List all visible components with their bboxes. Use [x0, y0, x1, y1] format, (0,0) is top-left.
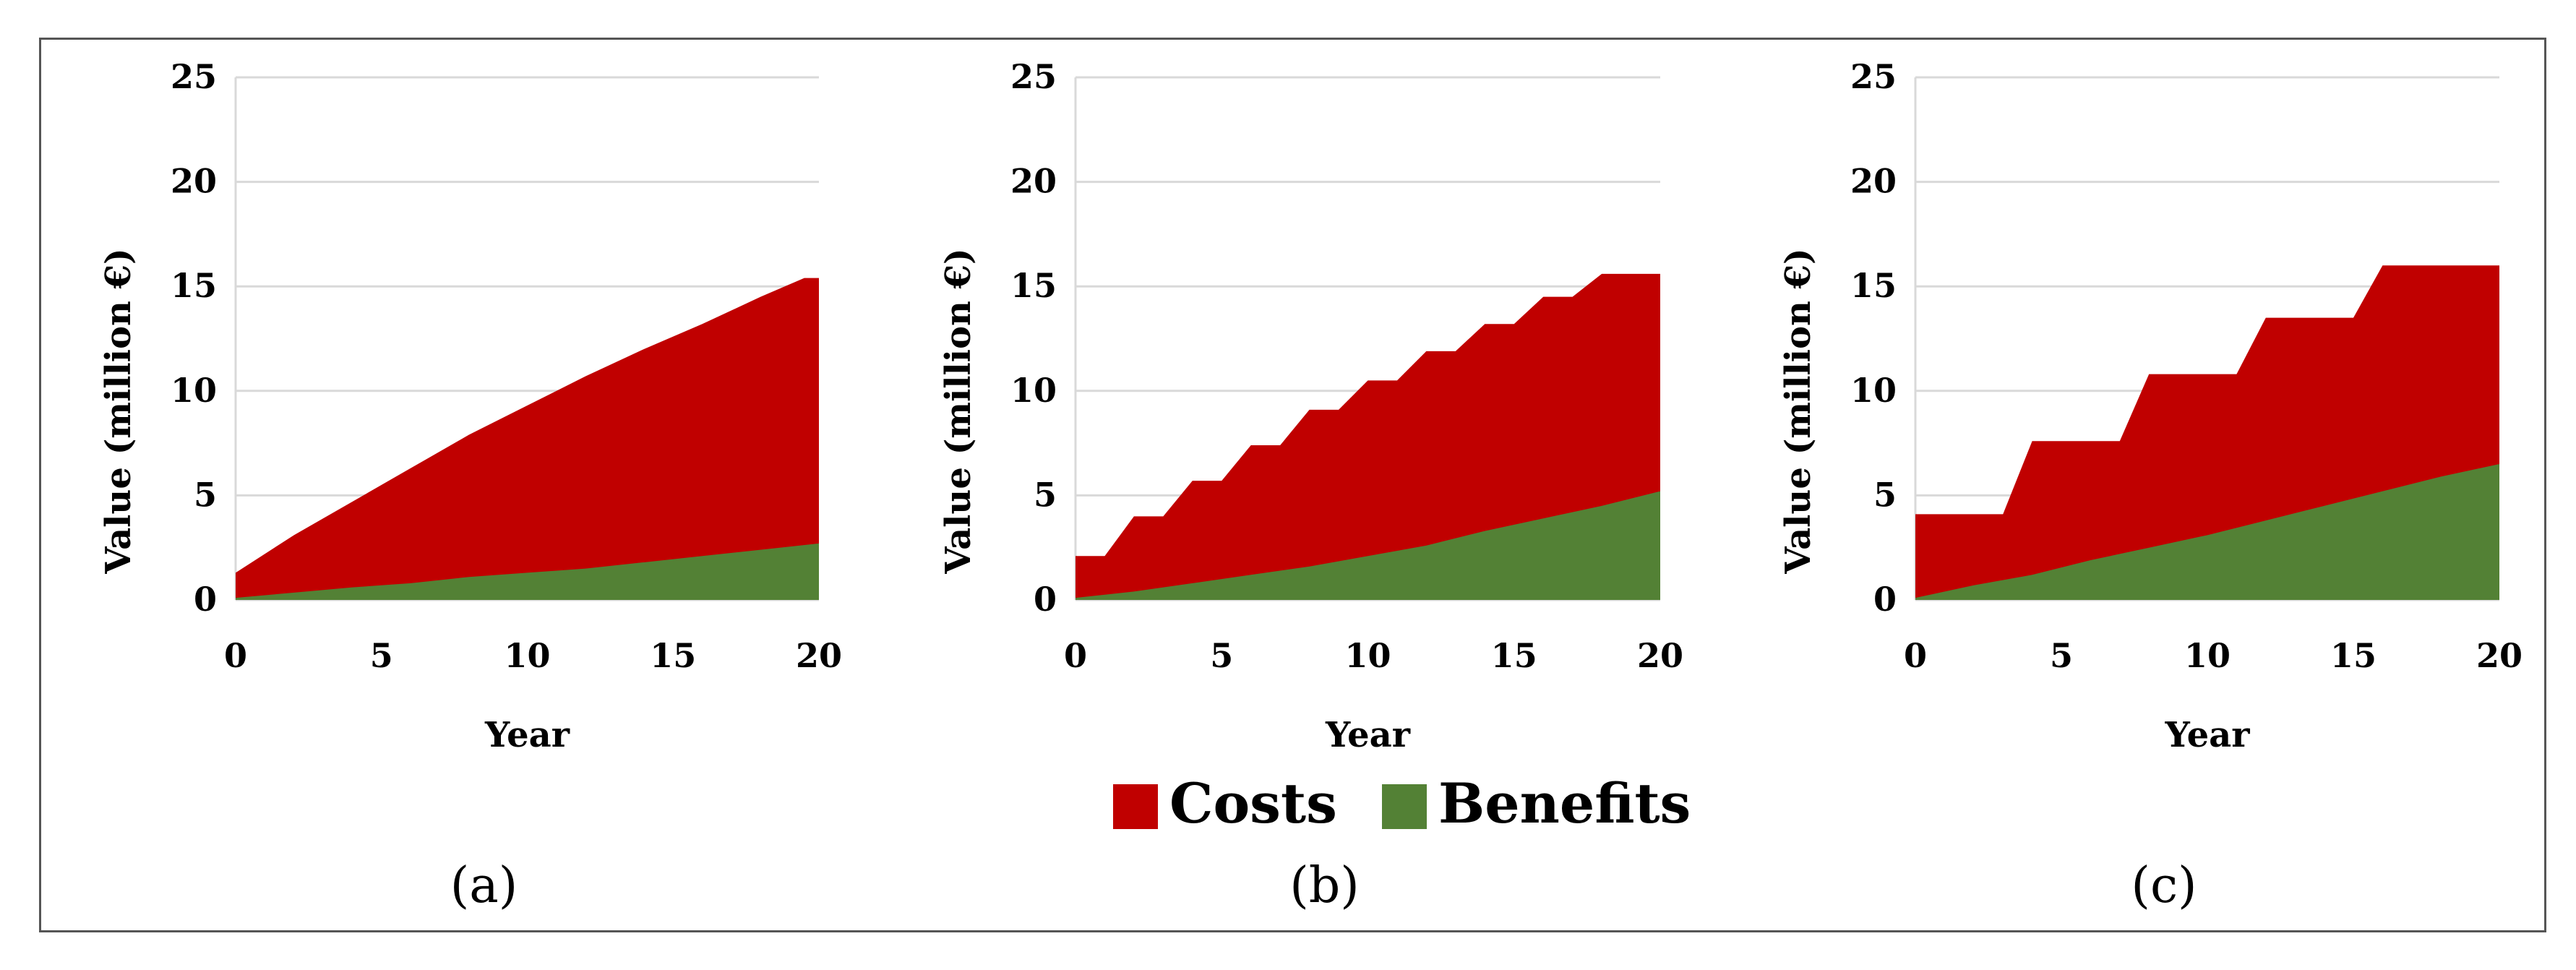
x-axis-title: Year [484, 715, 570, 755]
area-series-costs [236, 278, 819, 600]
y-tick-label: 10 [1850, 371, 1897, 410]
panel-label: (b) [1289, 857, 1360, 914]
y-tick-label: 10 [1010, 371, 1057, 410]
y-tick-label: 5 [1873, 475, 1897, 514]
x-tick-label: 10 [1344, 636, 1391, 675]
y-tick-label: 15 [171, 266, 217, 305]
y-tick-label: 0 [1034, 580, 1057, 619]
y-tick-label: 20 [1850, 162, 1897, 201]
y-tick-label: 20 [1010, 162, 1057, 201]
x-tick-label: 5 [370, 636, 393, 675]
y-tick-label: 5 [194, 475, 217, 514]
y-axis-title: Value (million €) [1778, 248, 1819, 575]
y-tick-label: 25 [171, 57, 217, 96]
area-series-benefits [1915, 464, 2499, 600]
y-tick-label: 25 [1850, 57, 1897, 96]
x-axis-title: Year [2164, 715, 2250, 755]
chart-panel-1: 0 5 10 15 20 25 0 5 10 15 20 Year Value (million €) (… [98, 57, 842, 914]
x-tick-label: 0 [1064, 636, 1087, 675]
legend-label-costs: Costs [1169, 771, 1337, 836]
x-tick-label: 5 [2050, 636, 2073, 675]
x-axis-title: Year [1325, 715, 1411, 755]
x-tick-label: 20 [1637, 636, 1683, 675]
y-tick-label: 10 [171, 371, 217, 410]
x-tick-label: 20 [796, 636, 842, 675]
x-tick-label: 20 [2476, 636, 2523, 675]
y-axis-title: Value (million €) [938, 248, 979, 575]
legend-swatch-benefits [1382, 784, 1427, 829]
y-tick-label: 0 [194, 580, 217, 619]
area-series-benefits [236, 543, 819, 600]
x-tick-label: 15 [2330, 636, 2377, 675]
chart-panel-3: 0 5 10 15 20 25 0 5 10 15 20 Year Value (million €) (… [1778, 57, 2523, 914]
x-tick-label: 5 [1210, 636, 1233, 675]
y-tick-label: 5 [1034, 475, 1057, 514]
legend: Costs Benefits [1113, 771, 1691, 836]
y-axis-title: Value (million €) [98, 248, 139, 575]
x-tick-label: 10 [504, 636, 550, 675]
legend-swatch-costs [1113, 784, 1158, 829]
legend-label-benefits: Benefits [1438, 771, 1691, 836]
x-tick-label: 0 [224, 636, 247, 675]
x-tick-label: 10 [2184, 636, 2231, 675]
y-tick-label: 15 [1010, 266, 1057, 305]
y-tick-label: 25 [1010, 57, 1057, 96]
x-tick-label: 15 [1491, 636, 1537, 675]
x-tick-label: 0 [1904, 636, 1927, 675]
area-series-benefits [1076, 491, 1660, 600]
y-tick-label: 0 [1873, 580, 1897, 619]
panel-label: (a) [450, 857, 518, 914]
y-tick-label: 20 [171, 162, 217, 201]
chart-panel-2: 0 5 10 15 20 25 0 5 10 15 20 Year Value (million €) (… [938, 57, 1683, 914]
area-series-costs [1076, 273, 1660, 600]
x-tick-label: 15 [650, 636, 696, 675]
panels-layer: 0 5 10 15 20 25 0 5 10 15 20 Year Value (million €) (… [98, 57, 2523, 914]
panel-label: (c) [2131, 857, 2197, 914]
y-tick-label: 15 [1850, 266, 1897, 305]
